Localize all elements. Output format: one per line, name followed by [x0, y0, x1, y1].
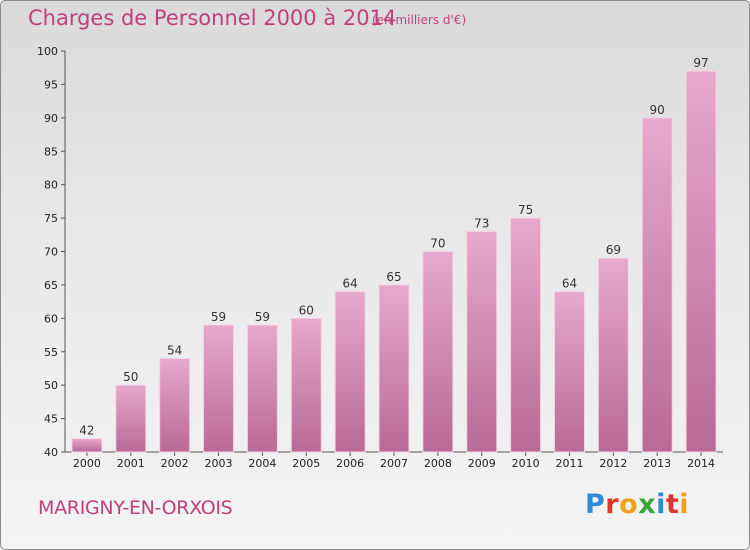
x-tick-label: 2010: [512, 457, 540, 470]
bar: [290, 317, 322, 453]
y-tick-label: 40: [44, 446, 58, 459]
x-tick-label: 2007: [380, 457, 408, 470]
bar: [334, 291, 366, 453]
y-tick-label: 45: [44, 413, 58, 426]
bar-value-label: 73: [474, 216, 489, 230]
bar-value-label: 65: [386, 270, 401, 284]
logo-letter: r: [605, 489, 620, 520]
bar: [553, 291, 585, 453]
y-tick-label: 55: [44, 346, 58, 359]
y-tick-label: 85: [44, 145, 58, 158]
place-name: MARIGNY-EN-ORXOIS: [38, 497, 233, 519]
bar-value-label: 59: [211, 310, 226, 324]
bar-value-label: 50: [123, 370, 138, 384]
x-tick-label: 2008: [424, 457, 452, 470]
proxiti-logo: Proxiti: [585, 489, 689, 520]
bar-value-label: 60: [299, 303, 314, 317]
x-tick-label: 2013: [643, 457, 671, 470]
bar: [71, 438, 103, 453]
y-tick-label: 50: [44, 379, 58, 392]
bar-value-label: 70: [430, 237, 445, 251]
bar-value-label: 69: [606, 243, 621, 257]
logo-letter: P: [585, 489, 606, 520]
y-tick-label: 60: [44, 312, 58, 325]
bar-value-label: 97: [693, 56, 708, 70]
bar-value-label: 42: [79, 424, 94, 438]
y-tick-label: 95: [44, 78, 58, 91]
y-tick-label: 75: [44, 212, 58, 225]
bar: [115, 384, 147, 453]
logo-letter: t: [665, 489, 680, 520]
bar-value-label: 54: [167, 343, 182, 357]
x-tick-label: 2001: [117, 457, 145, 470]
bar-value-label: 64: [562, 277, 577, 291]
bar: [203, 324, 235, 453]
bar-value-label: 75: [518, 203, 533, 217]
x-tick-label: 2009: [468, 457, 496, 470]
chart-subtitle: (en milliers d'€): [372, 13, 467, 27]
bar: [685, 70, 717, 453]
bar: [641, 117, 673, 453]
y-tick-label: 70: [44, 246, 58, 259]
bar: [466, 230, 498, 453]
x-tick-label: 2000: [73, 457, 101, 470]
bar: [378, 284, 410, 453]
x-tick-label: 2014: [687, 457, 715, 470]
chart-title: Charges de Personnel 2000 à 2014: [28, 6, 397, 30]
bar-value-label: 64: [342, 277, 357, 291]
bar-value-label: 59: [255, 310, 270, 324]
y-tick-label: 65: [44, 279, 58, 292]
logo-letter: i: [656, 489, 666, 520]
bar: [246, 324, 278, 453]
x-tick-label: 2002: [161, 457, 189, 470]
bar: [159, 357, 191, 453]
bar: [422, 251, 454, 453]
x-tick-label: 2004: [248, 457, 276, 470]
y-tick-label: 80: [44, 179, 58, 192]
x-tick-label: 2011: [555, 457, 583, 470]
logo-letter: i: [679, 489, 690, 520]
bar: [597, 257, 629, 453]
y-tick-label: 90: [44, 112, 58, 125]
bar-value-label: 90: [650, 103, 665, 117]
logo-letter: o: [619, 489, 639, 520]
y-tick-label: 100: [37, 45, 58, 58]
x-tick-label: 2006: [336, 457, 364, 470]
logo-letter: x: [638, 489, 657, 520]
x-tick-label: 2003: [205, 457, 233, 470]
bar: [510, 217, 542, 453]
x-tick-label: 2012: [599, 457, 627, 470]
x-tick-label: 2005: [292, 457, 320, 470]
